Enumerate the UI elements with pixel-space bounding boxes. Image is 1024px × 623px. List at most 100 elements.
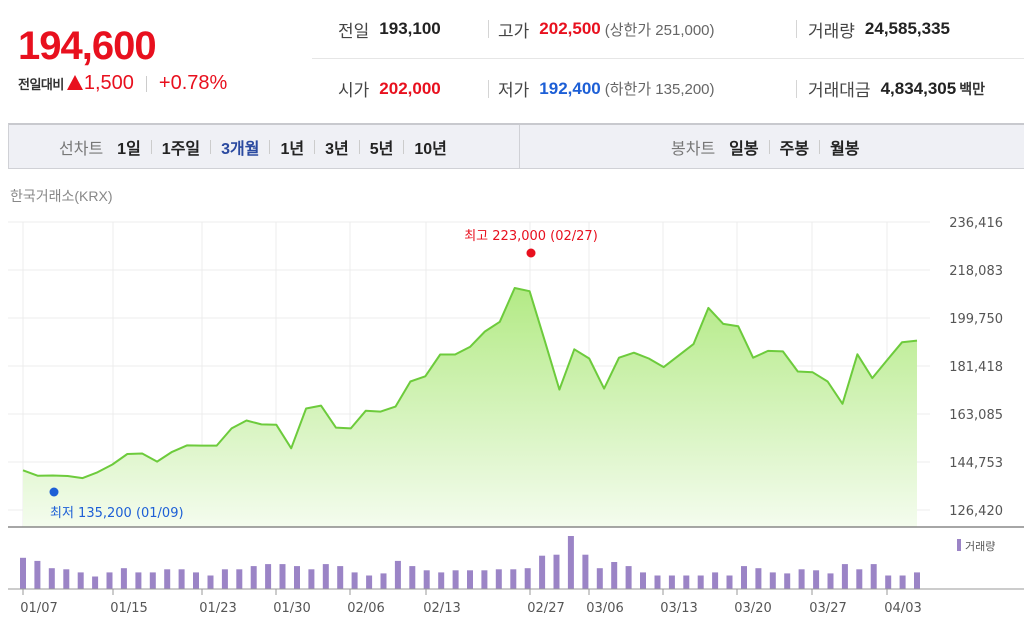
x-tick-label: 02/27 (527, 601, 564, 616)
tab-monthly[interactable]: 월봉 (830, 141, 860, 158)
volume-bar (668, 575, 675, 589)
x-tick-label: 02/06 (347, 601, 384, 616)
volume-bar (92, 576, 99, 589)
divider (150, 140, 152, 154)
price-chart[interactable]: 236,416 218,083 199,750 181,418 163,085 144,7… (0, 200, 1024, 623)
volume-bar (221, 569, 228, 589)
volume-bar (207, 575, 214, 589)
volume-bar (712, 572, 719, 589)
y-axis-labels: 236,416 218,083 199,750 181,418 163,085 144,7… (949, 216, 1003, 519)
volume-bar (640, 572, 646, 589)
volume-bar (524, 568, 531, 589)
volume-bar (308, 569, 315, 589)
x-tick-label: 01/07 (20, 601, 57, 616)
divider (488, 79, 489, 98)
divider (314, 140, 316, 154)
volume-bar (48, 568, 55, 589)
volume-bar (697, 575, 704, 589)
trade-value-label: 거래대금 (808, 81, 871, 100)
up-triangle-icon (66, 75, 83, 90)
high-annotation: 최고 223,000 (02/27) (464, 229, 598, 244)
volume-bar (394, 560, 401, 589)
volume-bar (495, 569, 502, 589)
volume-bar (250, 566, 257, 589)
high-value: 202,500 (539, 19, 601, 38)
prev-close-value: 193,100 (379, 19, 441, 38)
trade-value-cell: 거래대금 4,834,305 백만 (808, 76, 985, 101)
divider (819, 140, 821, 154)
volume-bar (625, 566, 632, 589)
change-value: 1,500 (83, 72, 134, 94)
tab-daily[interactable]: 일봉 (729, 141, 759, 158)
divider (796, 20, 797, 38)
tab-weekly[interactable]: 주봉 (779, 141, 810, 158)
volume-bar (380, 573, 387, 589)
volume-bar (164, 569, 171, 589)
volume-bar (467, 570, 473, 589)
x-tick-label: 03/06 (586, 601, 623, 616)
volume-bar (899, 575, 906, 589)
low-label: 저가 (498, 81, 530, 100)
volume-bar (120, 568, 127, 589)
volume-value: 24,585,335 (864, 19, 951, 38)
prev-close-label: 전일 (338, 21, 370, 41)
volume-bar (885, 575, 892, 589)
volume-bar (294, 566, 300, 589)
divider (796, 79, 797, 98)
x-tick-label: 04/03 (884, 601, 921, 616)
low-value: 192,400 (539, 78, 601, 98)
tab-5y[interactable]: 5년 (369, 141, 394, 158)
tab-3y[interactable]: 3년 (325, 141, 349, 158)
high-label: 고가 (498, 21, 530, 41)
summary-row-1: 전일 193,100 고가 202,500 (상한가 251,000) 거래량 … (312, 0, 1024, 59)
tab-10y[interactable]: 10년 (414, 141, 447, 158)
volume-bar (813, 570, 820, 589)
volume-bar (856, 569, 863, 589)
volume-legend-swatch-icon (957, 539, 961, 551)
open-cell: 시가 202,000 (338, 76, 441, 101)
tab-1w[interactable]: 1주일 (161, 141, 201, 158)
volume-bar (351, 572, 358, 589)
volume-bar (77, 572, 84, 589)
open-label: 시가 (338, 81, 370, 100)
trade-value-unit: 백만 (959, 80, 985, 97)
volume-bar (409, 566, 416, 589)
tab-3m[interactable]: 3개월 (221, 141, 260, 158)
tab-1d[interactable]: 1일 (117, 141, 141, 158)
divider (519, 125, 520, 169)
y-tick-label: 181,418 (949, 360, 1003, 375)
volume-bar (567, 536, 574, 589)
volume-bar (870, 564, 877, 589)
volume-bar (481, 570, 488, 589)
divider (403, 140, 405, 154)
change-label: 전일대비 (18, 77, 64, 92)
volume-bar (236, 569, 243, 589)
upper-limit: (상한가 251,000) (604, 21, 715, 39)
divider (768, 140, 770, 154)
tab-1y[interactable]: 1년 (280, 141, 305, 158)
y-tick-label: 126,420 (949, 504, 1003, 519)
volume-bar (366, 575, 373, 589)
lower-limit: (하한가 135,200) (604, 81, 715, 98)
line-chart-tabs: 선차트 1일 1주일 3개월 1년 3년 5년 10년 (59, 125, 447, 169)
volume-bar (20, 557, 26, 589)
divider (145, 75, 147, 92)
volume-bar (914, 572, 920, 589)
volume-bar (452, 570, 459, 589)
low-annotation: 최저 135,200 (01/09) (50, 506, 184, 521)
volume-bar (841, 564, 848, 589)
data-source-label: 한국거래소(KRX) (10, 188, 113, 204)
high-cell: 고가 202,500 (상한가 251,000) (498, 17, 715, 42)
volume-bar (582, 554, 589, 589)
current-price-block: 194,600 전일대비 1,500 +0.78% (18, 24, 227, 95)
high-marker-icon (526, 248, 536, 258)
divider (488, 20, 489, 38)
price-line (22, 287, 918, 480)
divider (269, 140, 271, 154)
line-chart-label: 선차트 (59, 141, 104, 158)
y-tick-label: 218,083 (949, 264, 1003, 279)
volume-bar (322, 564, 329, 589)
volume-bar (654, 575, 661, 589)
candle-chart-label: 봉차트 (671, 141, 716, 158)
x-tick-label: 01/30 (273, 601, 310, 616)
